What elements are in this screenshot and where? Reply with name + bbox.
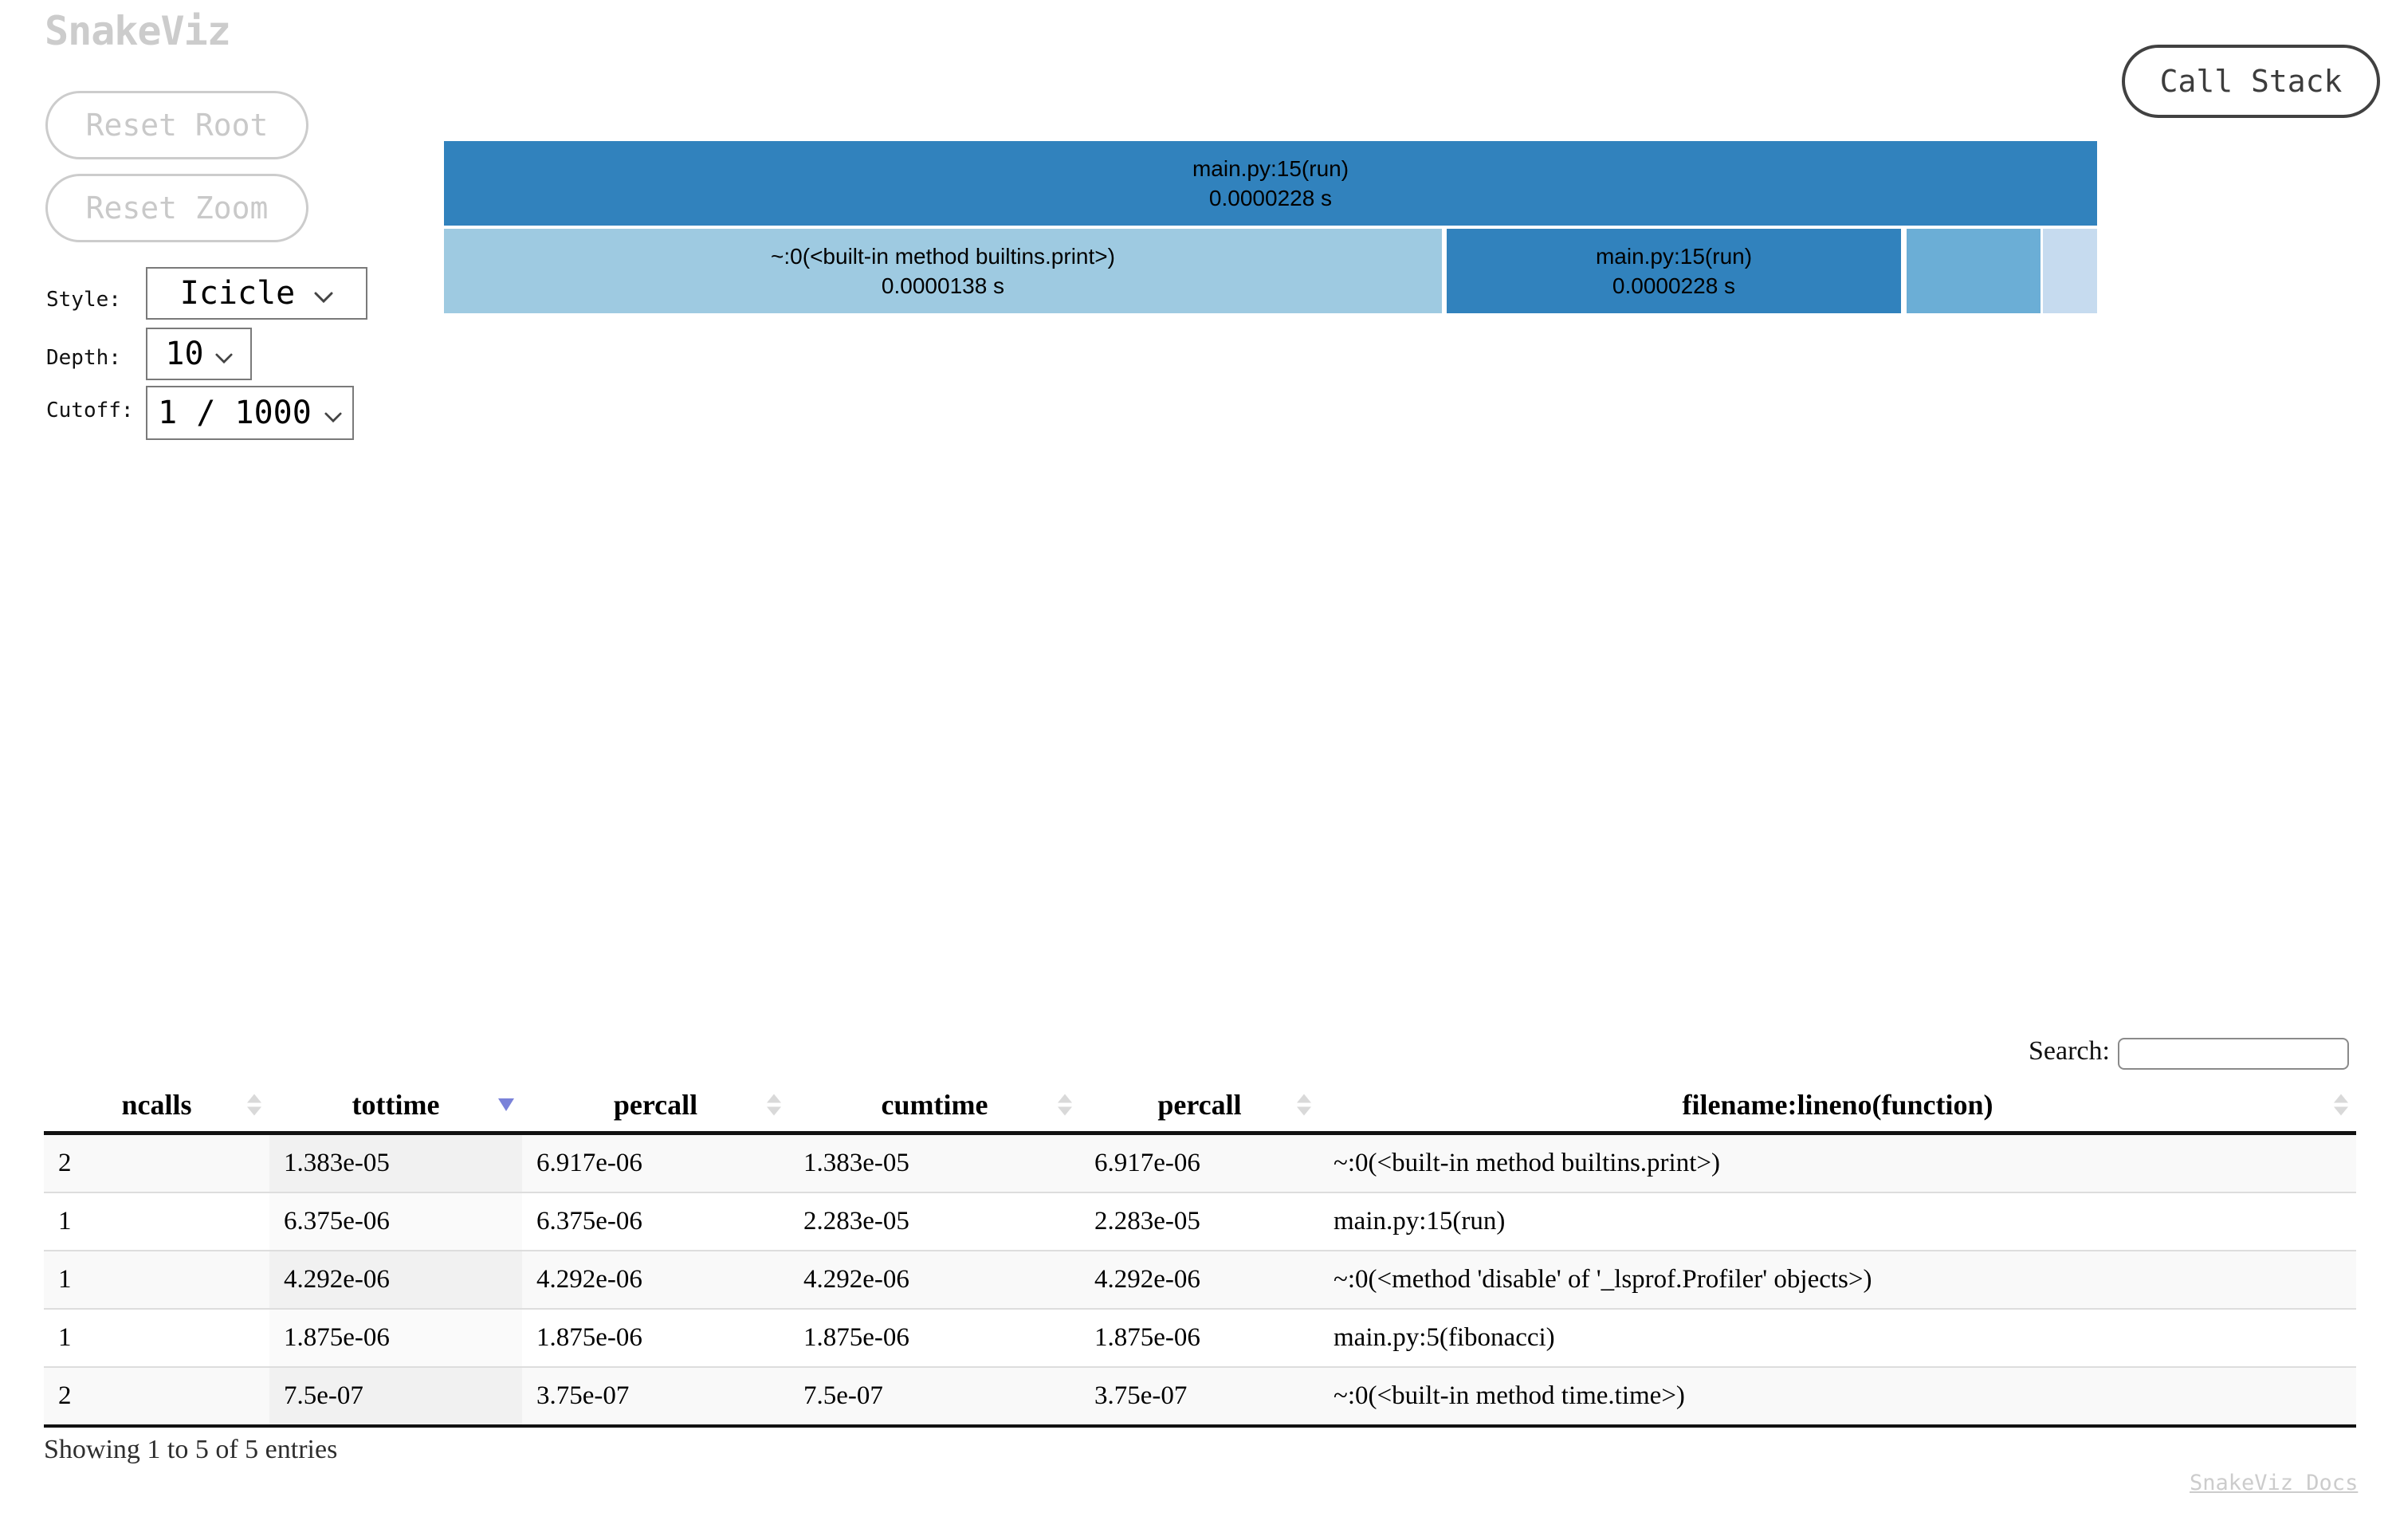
table-cell: 1 <box>44 1251 269 1310</box>
table-cell: 6.375e-06 <box>269 1192 522 1251</box>
table-cell: main.py:5(fibonacci) <box>1319 1309 2356 1368</box>
table-cell: 4.292e-06 <box>789 1251 1080 1310</box>
table-row: 1 4.292e-06 4.292e-06 4.292e-06 4.292e-06 ~:0… <box>44 1251 2356 1310</box>
icicle-row: ~:0(<built-in method builtins.print>) 0.0… <box>444 229 2097 313</box>
table-cell: 1.383e-05 <box>789 1133 1080 1193</box>
table-cell: 3.75e-07 <box>522 1367 789 1428</box>
table-summary: Showing 1 to 5 of 5 entries <box>44 1435 338 1464</box>
table-header-row: ncalls tottime percall cumtime percall filena… <box>44 1078 2356 1135</box>
column-header-filename-lineno-function-[interactable]: filename:lineno(function) <box>1319 1078 2356 1135</box>
table-cell: 4.292e-06 <box>269 1251 522 1310</box>
table-cell: ~:0(<built-in method time.time>) <box>1319 1367 2356 1428</box>
segment-label: main.py:15(run) <box>1192 156 1349 181</box>
call-stack-button[interactable]: Call Stack <box>2122 45 2380 118</box>
table-cell: 6.917e-06 <box>1080 1133 1319 1193</box>
segment-time: 0.0000228 s <box>1612 273 1736 298</box>
depth-select-value: 10 <box>165 336 204 372</box>
style-label: Style: <box>46 288 121 312</box>
column-header-percall[interactable]: percall <box>1080 1078 1319 1135</box>
table-cell: ~:0(<built-in method builtins.print>) <box>1319 1133 2356 1193</box>
sort-both-icon <box>767 1094 781 1115</box>
table-cell: 2.283e-05 <box>789 1192 1080 1251</box>
cutoff-select-value: 1 / 1000 <box>158 395 312 431</box>
search-input[interactable] <box>2118 1038 2349 1070</box>
profile-stats-table: ncalls tottime percall cumtime percall filena… <box>44 1078 2356 1428</box>
column-header-label: ncalls <box>121 1088 192 1121</box>
table-cell: main.py:15(run) <box>1319 1192 2356 1251</box>
table-cell: 4.292e-06 <box>1080 1251 1319 1310</box>
icicle-segment[interactable]: main.py:15(run) 0.0000228 s <box>444 141 2097 226</box>
table-cell: 6.917e-06 <box>522 1133 789 1193</box>
column-header-ncalls[interactable]: ncalls <box>44 1078 269 1135</box>
segment-time: 0.0000138 s <box>881 273 1005 298</box>
table-cell: 6.375e-06 <box>522 1192 789 1251</box>
column-header-label: filename:lineno(function) <box>1682 1088 1993 1121</box>
table-cell: 3.75e-07 <box>1080 1367 1319 1428</box>
icicle-segment[interactable]: main.py:15(run) 0.0000228 s <box>1447 229 1901 313</box>
app-logo: SnakeViz <box>45 8 231 54</box>
table-row: 1 6.375e-06 6.375e-06 2.283e-05 2.283e-05 mai… <box>44 1192 2356 1251</box>
style-select[interactable]: Icicle <box>146 267 367 320</box>
column-header-label: cumtime <box>881 1088 988 1121</box>
table-row: 2 1.383e-05 6.917e-06 1.383e-05 6.917e-06 ~:0… <box>44 1133 2356 1193</box>
chevron-down-icon <box>314 275 333 312</box>
table-cell: 1 <box>44 1192 269 1251</box>
icicle-chart: main.py:15(run) 0.0000228 s ~:0(<built-in … <box>444 141 2097 316</box>
chevron-down-icon <box>324 395 342 431</box>
sort-both-icon <box>1058 1094 1072 1115</box>
docs-link[interactable]: SnakeViz Docs <box>2190 1471 2359 1495</box>
reset-zoom-button[interactable]: Reset Zoom <box>45 174 308 242</box>
table-cell: ~:0(<method 'disable' of '_lsprof.Profil… <box>1319 1251 2356 1310</box>
icicle-segment[interactable]: ~:0(<built-in method builtins.print>) 0.0… <box>444 229 1442 313</box>
table-cell: 7.5e-07 <box>789 1367 1080 1428</box>
sort-both-icon <box>1297 1094 1311 1115</box>
table-cell: 2 <box>44 1367 269 1428</box>
style-select-value: Icicle <box>179 275 296 312</box>
column-header-cumtime[interactable]: cumtime <box>789 1078 1080 1135</box>
icicle-segment[interactable] <box>1907 229 2041 313</box>
table-cell: 1.383e-05 <box>269 1133 522 1193</box>
segment-label: main.py:15(run) <box>1595 244 1753 269</box>
table-cell: 1.875e-06 <box>269 1309 522 1368</box>
sort-both-icon <box>2334 1094 2348 1115</box>
cutoff-label: Cutoff: <box>46 399 134 422</box>
column-header-tottime[interactable]: tottime <box>269 1078 522 1135</box>
table-cell: 1.875e-06 <box>522 1309 789 1368</box>
table-cell: 7.5e-07 <box>269 1367 522 1428</box>
column-header-label: tottime <box>352 1088 440 1121</box>
column-header-label: percall <box>1157 1088 1242 1121</box>
table-cell: 1.875e-06 <box>1080 1309 1319 1368</box>
table-cell: 1 <box>44 1309 269 1368</box>
cutoff-select[interactable]: 1 / 1000 <box>146 386 354 440</box>
depth-label: Depth: <box>46 346 121 370</box>
table-cell: 4.292e-06 <box>522 1251 789 1310</box>
reset-root-button[interactable]: Reset Root <box>45 91 308 159</box>
depth-select[interactable]: 10 <box>146 328 252 380</box>
sort-desc-icon <box>498 1098 514 1111</box>
search-label: Search: <box>2029 1036 2110 1066</box>
table-cell: 2 <box>44 1133 269 1193</box>
sort-both-icon <box>247 1094 261 1115</box>
icicle-segment[interactable] <box>2043 229 2097 313</box>
column-header-percall[interactable]: percall <box>522 1078 789 1135</box>
table-cell: 2.283e-05 <box>1080 1192 1319 1251</box>
table-cell: 1.875e-06 <box>789 1309 1080 1368</box>
table-row: 1 1.875e-06 1.875e-06 1.875e-06 1.875e-06 mai… <box>44 1309 2356 1368</box>
column-header-label: percall <box>613 1088 698 1121</box>
icicle-row: main.py:15(run) 0.0000228 s <box>444 141 2097 226</box>
segment-time: 0.0000228 s <box>1208 186 1333 210</box>
segment-label: ~:0(<built-in method builtins.print>) <box>771 244 1115 269</box>
table-row: 2 7.5e-07 3.75e-07 7.5e-07 3.75e-07 ~:0(<buil… <box>44 1367 2356 1428</box>
chevron-down-icon <box>215 336 233 372</box>
